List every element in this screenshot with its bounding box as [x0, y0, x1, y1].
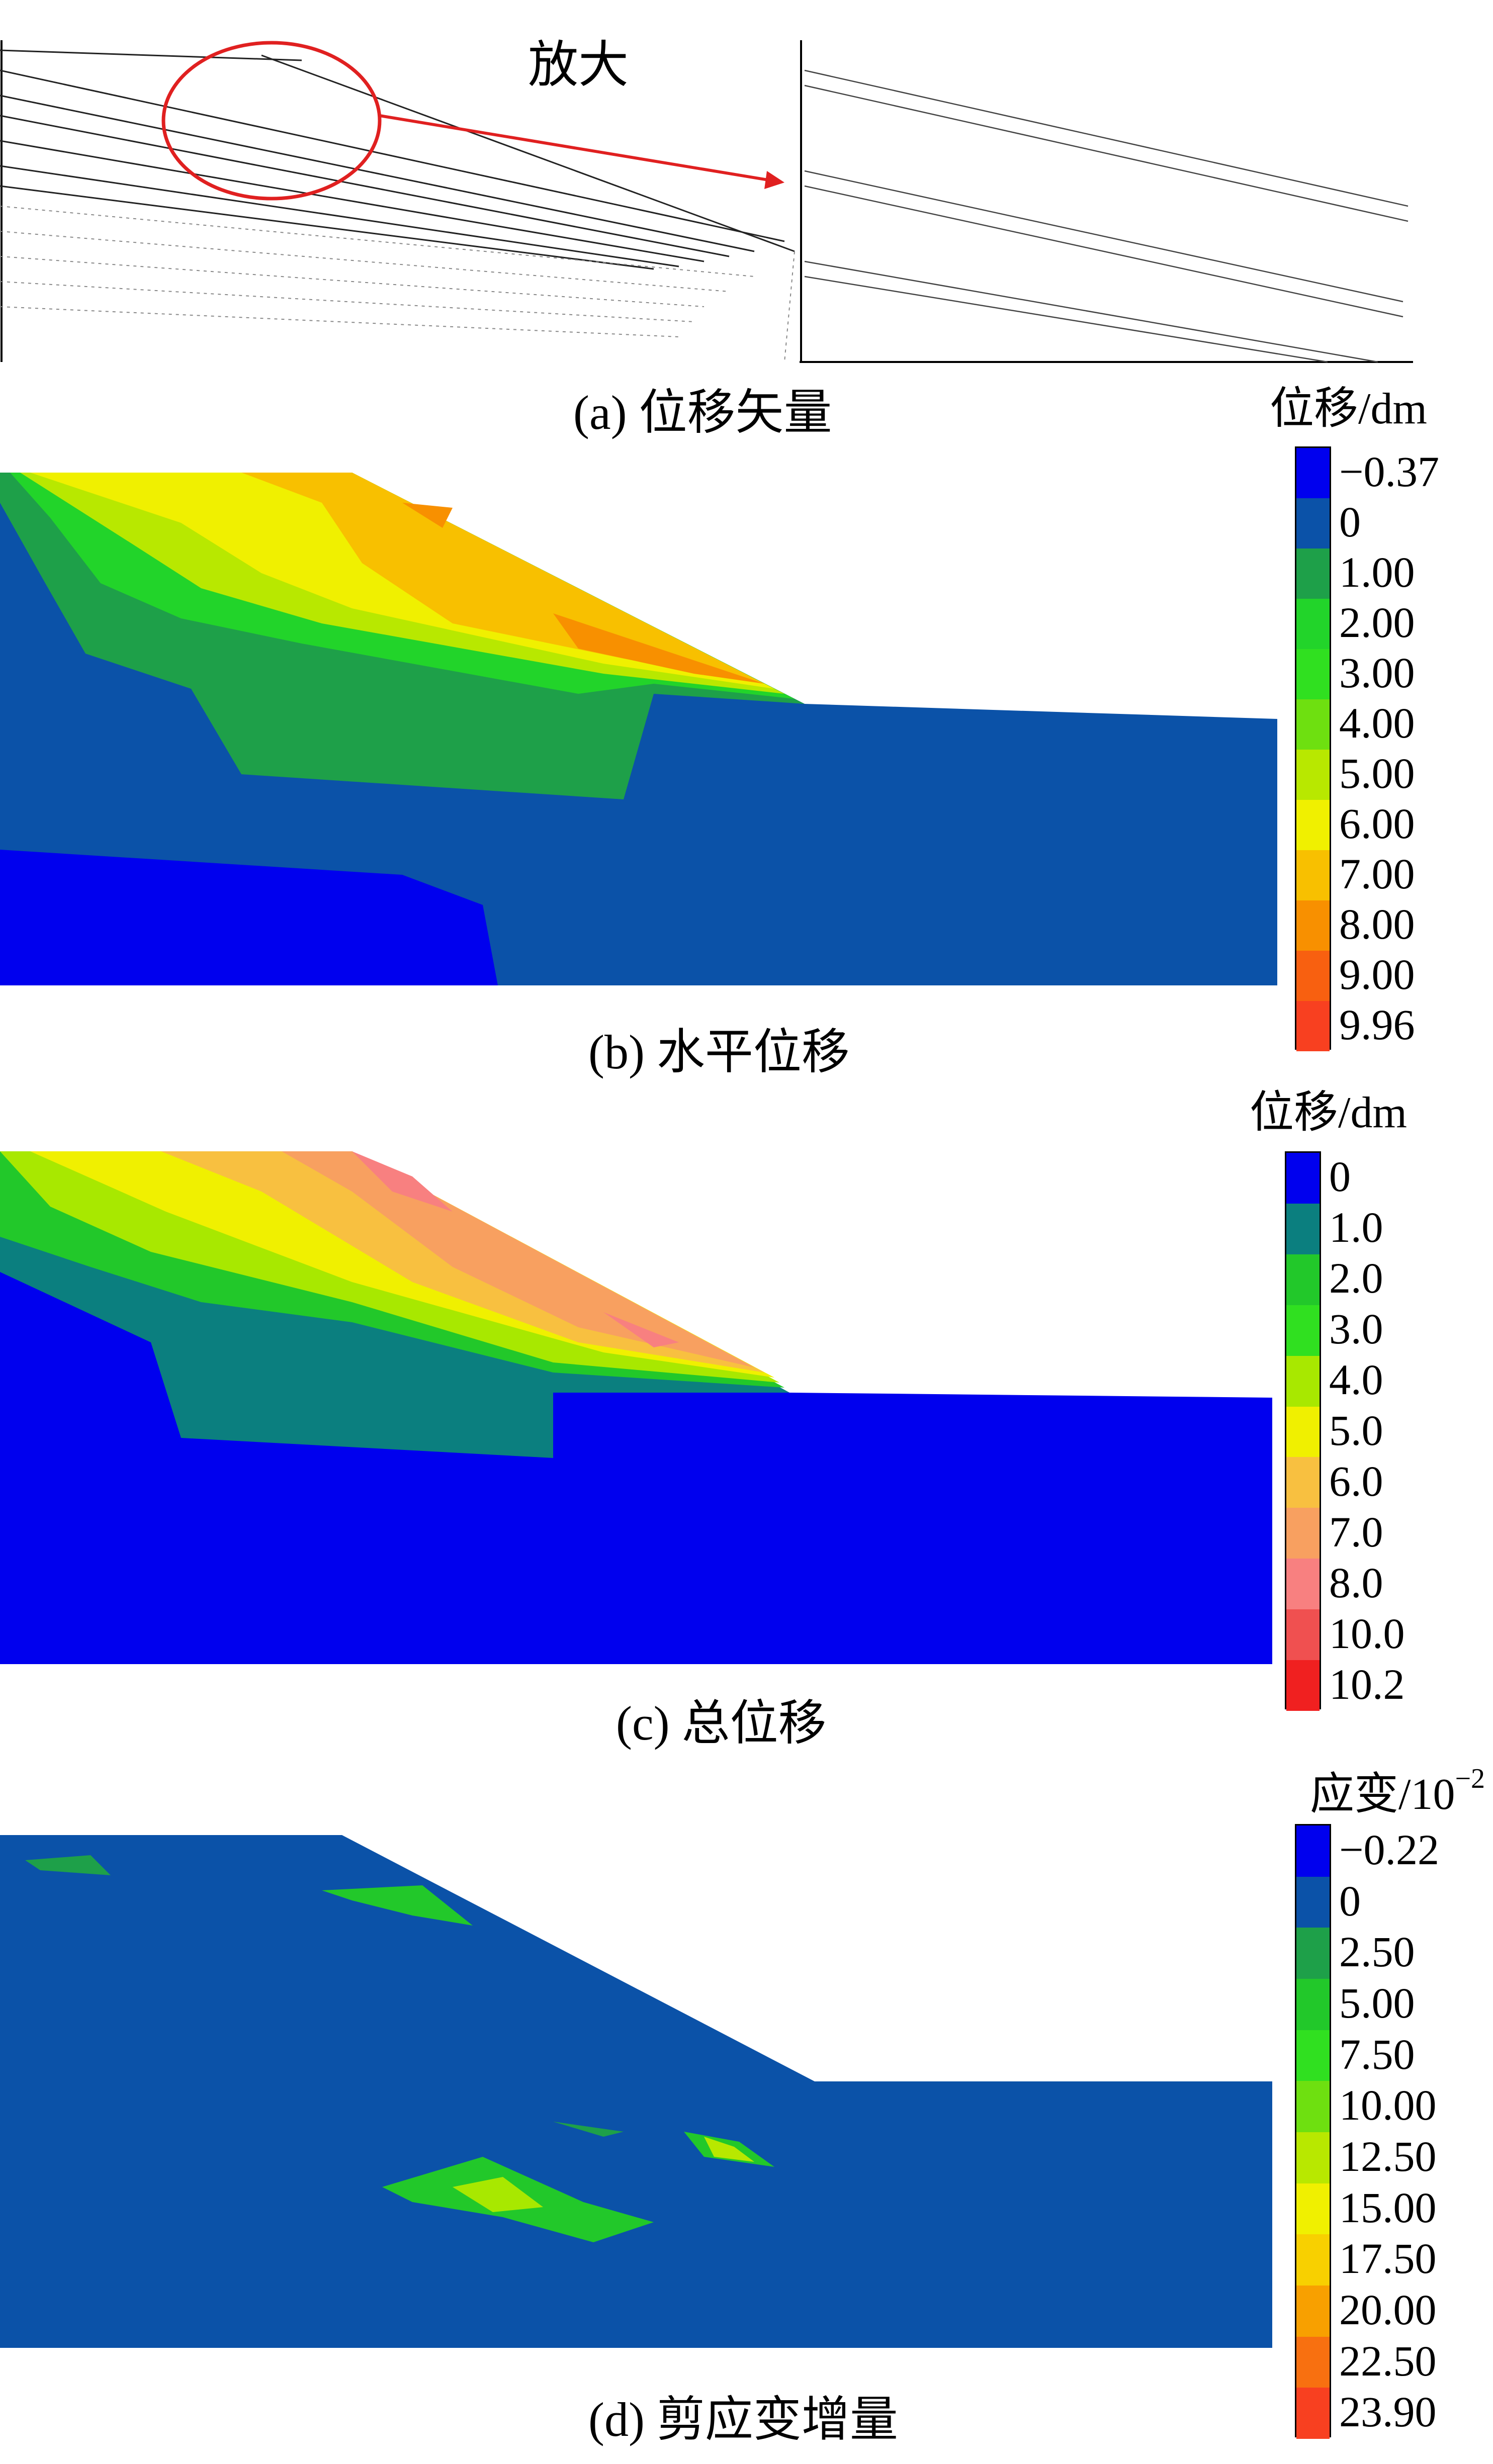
legend-b-label: 4.00: [1339, 699, 1415, 747]
legend-b-swatch: [1296, 951, 1330, 1001]
legend-b-unit: 位移/dm: [1270, 385, 1427, 433]
legend-d-swatch: [1296, 2030, 1330, 2081]
legend-b-swatch: [1296, 1001, 1330, 1051]
legend-c-label: 0: [1329, 1152, 1351, 1201]
legend-b-swatch: [1296, 448, 1330, 498]
legend-d-label: 22.50: [1339, 2336, 1437, 2385]
legend-d-label: 15.00: [1339, 2183, 1437, 2232]
legend-d-label: 0: [1339, 1876, 1361, 1925]
legend-d-swatch: [1296, 1876, 1330, 1928]
legend-d-label: 20.00: [1339, 2285, 1437, 2334]
legend-c-label: 1.0: [1329, 1203, 1383, 1252]
legend-c-label: 6.0: [1329, 1456, 1383, 1505]
legend-b-label: 9.96: [1339, 1000, 1415, 1049]
legend-b-label: 8.00: [1339, 900, 1415, 948]
legend-b: −0.37 0 1.00 2.00 3.00 4.00 5.00 6.00 7.00 8.00 9.…: [1295, 446, 1486, 1051]
legend-c-label: 4.0: [1329, 1355, 1383, 1404]
legend-d-label: −0.22: [1339, 1825, 1440, 1874]
legend-d-label: 23.90: [1339, 2388, 1437, 2436]
legend-b-swatch: [1296, 750, 1330, 800]
legend-c-swatch: [1286, 1609, 1320, 1661]
legend-c-swatch: [1286, 1508, 1320, 1559]
vector-plot: [0, 40, 800, 367]
legend-c-swatch: [1286, 1355, 1320, 1407]
panel-b-caption: (b) 水平位移: [588, 1025, 850, 1079]
panel-d-caption: (d) 剪应变增量: [588, 2393, 898, 2446]
legend-d-label: 7.50: [1339, 2030, 1415, 2078]
legend-b-label: 7.00: [1339, 850, 1415, 898]
legend-c-unit: 位移/dm: [1250, 1088, 1407, 1137]
legend-d-swatch: [1296, 2132, 1330, 2183]
legend-b-label: 5.00: [1339, 749, 1415, 797]
panel-a-caption: (a) 位移矢量: [573, 386, 832, 439]
legend-d-unit-sup: −2: [1455, 1763, 1485, 1794]
legend-d-swatch: [1296, 2183, 1330, 2235]
legend-c-swatch: [1286, 1457, 1320, 1508]
legend-d-label: 5.00: [1339, 1978, 1415, 2027]
legend-b-swatch: [1296, 850, 1330, 900]
legend-b-swatch: [1296, 900, 1330, 951]
legend-c-label: 3.0: [1329, 1305, 1383, 1353]
legend-c: 0 1.0 2.0 3.0 4.0 5.0 6.0 7.0 8.0 10.0 10.2: [1285, 1151, 1476, 1711]
legend-d-swatch: [1296, 2388, 1330, 2439]
panel-c-caption: (c) 总位移: [616, 1696, 827, 1750]
legend-d-label: 17.50: [1339, 2234, 1437, 2283]
legend-b-label: 3.00: [1339, 649, 1415, 697]
legend-d-swatch: [1296, 2336, 1330, 2388]
legend-c-swatch: [1286, 1559, 1320, 1610]
legend-d-swatch: [1296, 2234, 1330, 2286]
legend-d-colorbar: [1295, 1824, 1331, 2439]
legend-c-label: 2.0: [1329, 1254, 1383, 1303]
legend-c-colorbar: [1285, 1151, 1321, 1711]
legend-b-swatch: [1296, 549, 1330, 599]
legend-d-swatch: [1296, 1979, 1330, 2030]
legend-b-label: 9.00: [1339, 950, 1415, 998]
panel-c-contour: [0, 1151, 1277, 1664]
legend-d-swatch: [1296, 1928, 1330, 1979]
legend-b-label: 2.00: [1339, 598, 1415, 647]
panel-a-vectors: 放大: [0, 40, 805, 367]
zoom-inset: [800, 40, 1413, 367]
legend-b-swatch: [1296, 599, 1330, 649]
legend-b-label: −0.37: [1339, 447, 1440, 496]
legend-c-label: 7.0: [1329, 1507, 1383, 1556]
legend-c-label: 10.2: [1329, 1660, 1405, 1708]
legend-c-swatch: [1286, 1305, 1320, 1356]
legend-d-swatch: [1296, 1826, 1330, 1877]
legend-c-swatch: [1286, 1153, 1320, 1204]
legend-d-label: 12.50: [1339, 2132, 1437, 2180]
legend-b-swatch: [1296, 699, 1330, 750]
legend-d-unit: 应变/10−2: [1310, 1765, 1485, 1817]
legend-c-swatch: [1286, 1254, 1320, 1305]
legend-c-label: 5.0: [1329, 1406, 1383, 1454]
legend-c-label: 10.0: [1329, 1609, 1405, 1658]
legend-b-label: 0: [1339, 498, 1361, 546]
legend-b-label: 6.00: [1339, 799, 1415, 848]
legend-b-swatch: [1296, 649, 1330, 699]
legend-d-label: 2.50: [1339, 1928, 1415, 1976]
legend-d-label: 10.00: [1339, 2081, 1437, 2130]
legend-d-swatch: [1296, 2081, 1330, 2132]
panel-d-contour: [0, 1835, 1277, 2348]
zoom-circle: [161, 41, 382, 201]
zoom-label: 放大: [528, 37, 629, 93]
legend-d-swatch: [1296, 2286, 1330, 2337]
legend-b-label: 1.00: [1339, 548, 1415, 596]
legend-c-swatch: [1286, 1660, 1320, 1711]
panel-b-contour: [0, 473, 1282, 985]
legend-b-swatch: [1296, 800, 1330, 850]
legend-c-swatch: [1286, 1203, 1320, 1254]
legend-b-colorbar: [1295, 446, 1331, 1051]
legend-d-unit-text: 应变/10: [1310, 1770, 1455, 1819]
legend-c-swatch: [1286, 1406, 1320, 1457]
legend-b-swatch: [1296, 498, 1330, 549]
legend-c-label: 8.0: [1329, 1558, 1383, 1607]
legend-d: −0.22 0 2.50 5.00 7.50 10.00 12.50 15.00 17.50 20…: [1295, 1824, 1486, 2439]
